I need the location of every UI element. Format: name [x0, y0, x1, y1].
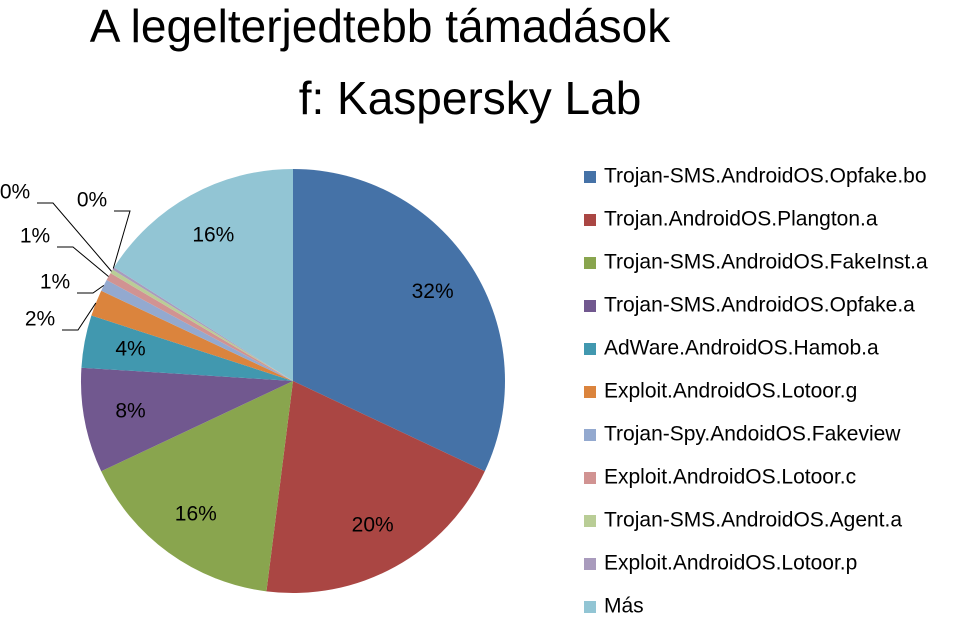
legend-label: Trojan-SMS.AndroidOS.FakeInst.a — [604, 251, 928, 274]
data-label: 2% — [25, 308, 55, 331]
data-label: 0% — [77, 189, 107, 212]
data-label: 16% — [175, 502, 217, 525]
legend-label: AdWare.AndroidOS.Hamob.a — [604, 337, 879, 360]
pie-slice — [293, 169, 506, 472]
data-label: 0% — [0, 181, 30, 204]
pie-slice — [101, 381, 293, 592]
pie-slice — [266, 381, 485, 593]
legend-swatch — [584, 343, 596, 355]
legend-label: Trojan-Spy.AndoidOS.Fakeview — [604, 423, 901, 446]
legend-label: Exploit.AndroidOS.Lotoor.p — [604, 552, 857, 575]
legend-swatch — [584, 171, 596, 183]
legend-swatch — [584, 429, 596, 441]
pie-slice — [101, 280, 293, 381]
leader-line — [112, 210, 131, 269]
data-label: 32% — [412, 280, 454, 303]
legend-swatch — [584, 300, 596, 312]
pie-slice — [81, 367, 293, 472]
leader-line — [77, 284, 105, 294]
pie-slice — [112, 267, 293, 381]
data-label: 1% — [20, 225, 50, 248]
leader-line — [37, 202, 112, 272]
legend-swatch — [584, 257, 596, 269]
legend-label: Trojan-SMS.AndroidOS.Opfake.bo — [604, 165, 927, 188]
legend-swatch — [584, 472, 596, 484]
pie-slice — [81, 315, 293, 381]
legend-label: Más — [604, 595, 644, 618]
legend-swatch — [584, 515, 596, 527]
legend-label: Trojan-SMS.AndroidOS.Agent.a — [604, 509, 902, 532]
leader-line — [57, 246, 109, 277]
legend-label: Exploit.AndroidOS.Lotoor.c — [604, 466, 856, 489]
chart-subtitle: f: Kaspersky Lab — [299, 72, 642, 124]
data-label: 1% — [40, 271, 70, 294]
legend-label: Exploit.AndroidOS.Lotoor.g — [604, 380, 857, 403]
pie-slice — [106, 273, 293, 381]
pie-slice — [110, 269, 293, 381]
leader-line — [62, 302, 97, 331]
legend-label: Trojan-SMS.AndroidOS.Opfake.a — [604, 294, 915, 317]
data-label: 16% — [192, 224, 234, 247]
data-label: 8% — [115, 400, 145, 423]
legend-swatch — [584, 214, 596, 226]
data-label: 4% — [115, 338, 145, 361]
pie-slice — [114, 169, 294, 381]
legend-swatch — [584, 558, 596, 570]
legend-swatch — [584, 601, 596, 613]
legend-swatch — [584, 386, 596, 398]
data-label: 20% — [352, 513, 394, 536]
pie-slice — [91, 290, 293, 381]
legend-label: Trojan.AndroidOS.Plangton.a — [604, 208, 878, 231]
chart-title: A legelterjedtebb támadások — [90, 0, 672, 52]
